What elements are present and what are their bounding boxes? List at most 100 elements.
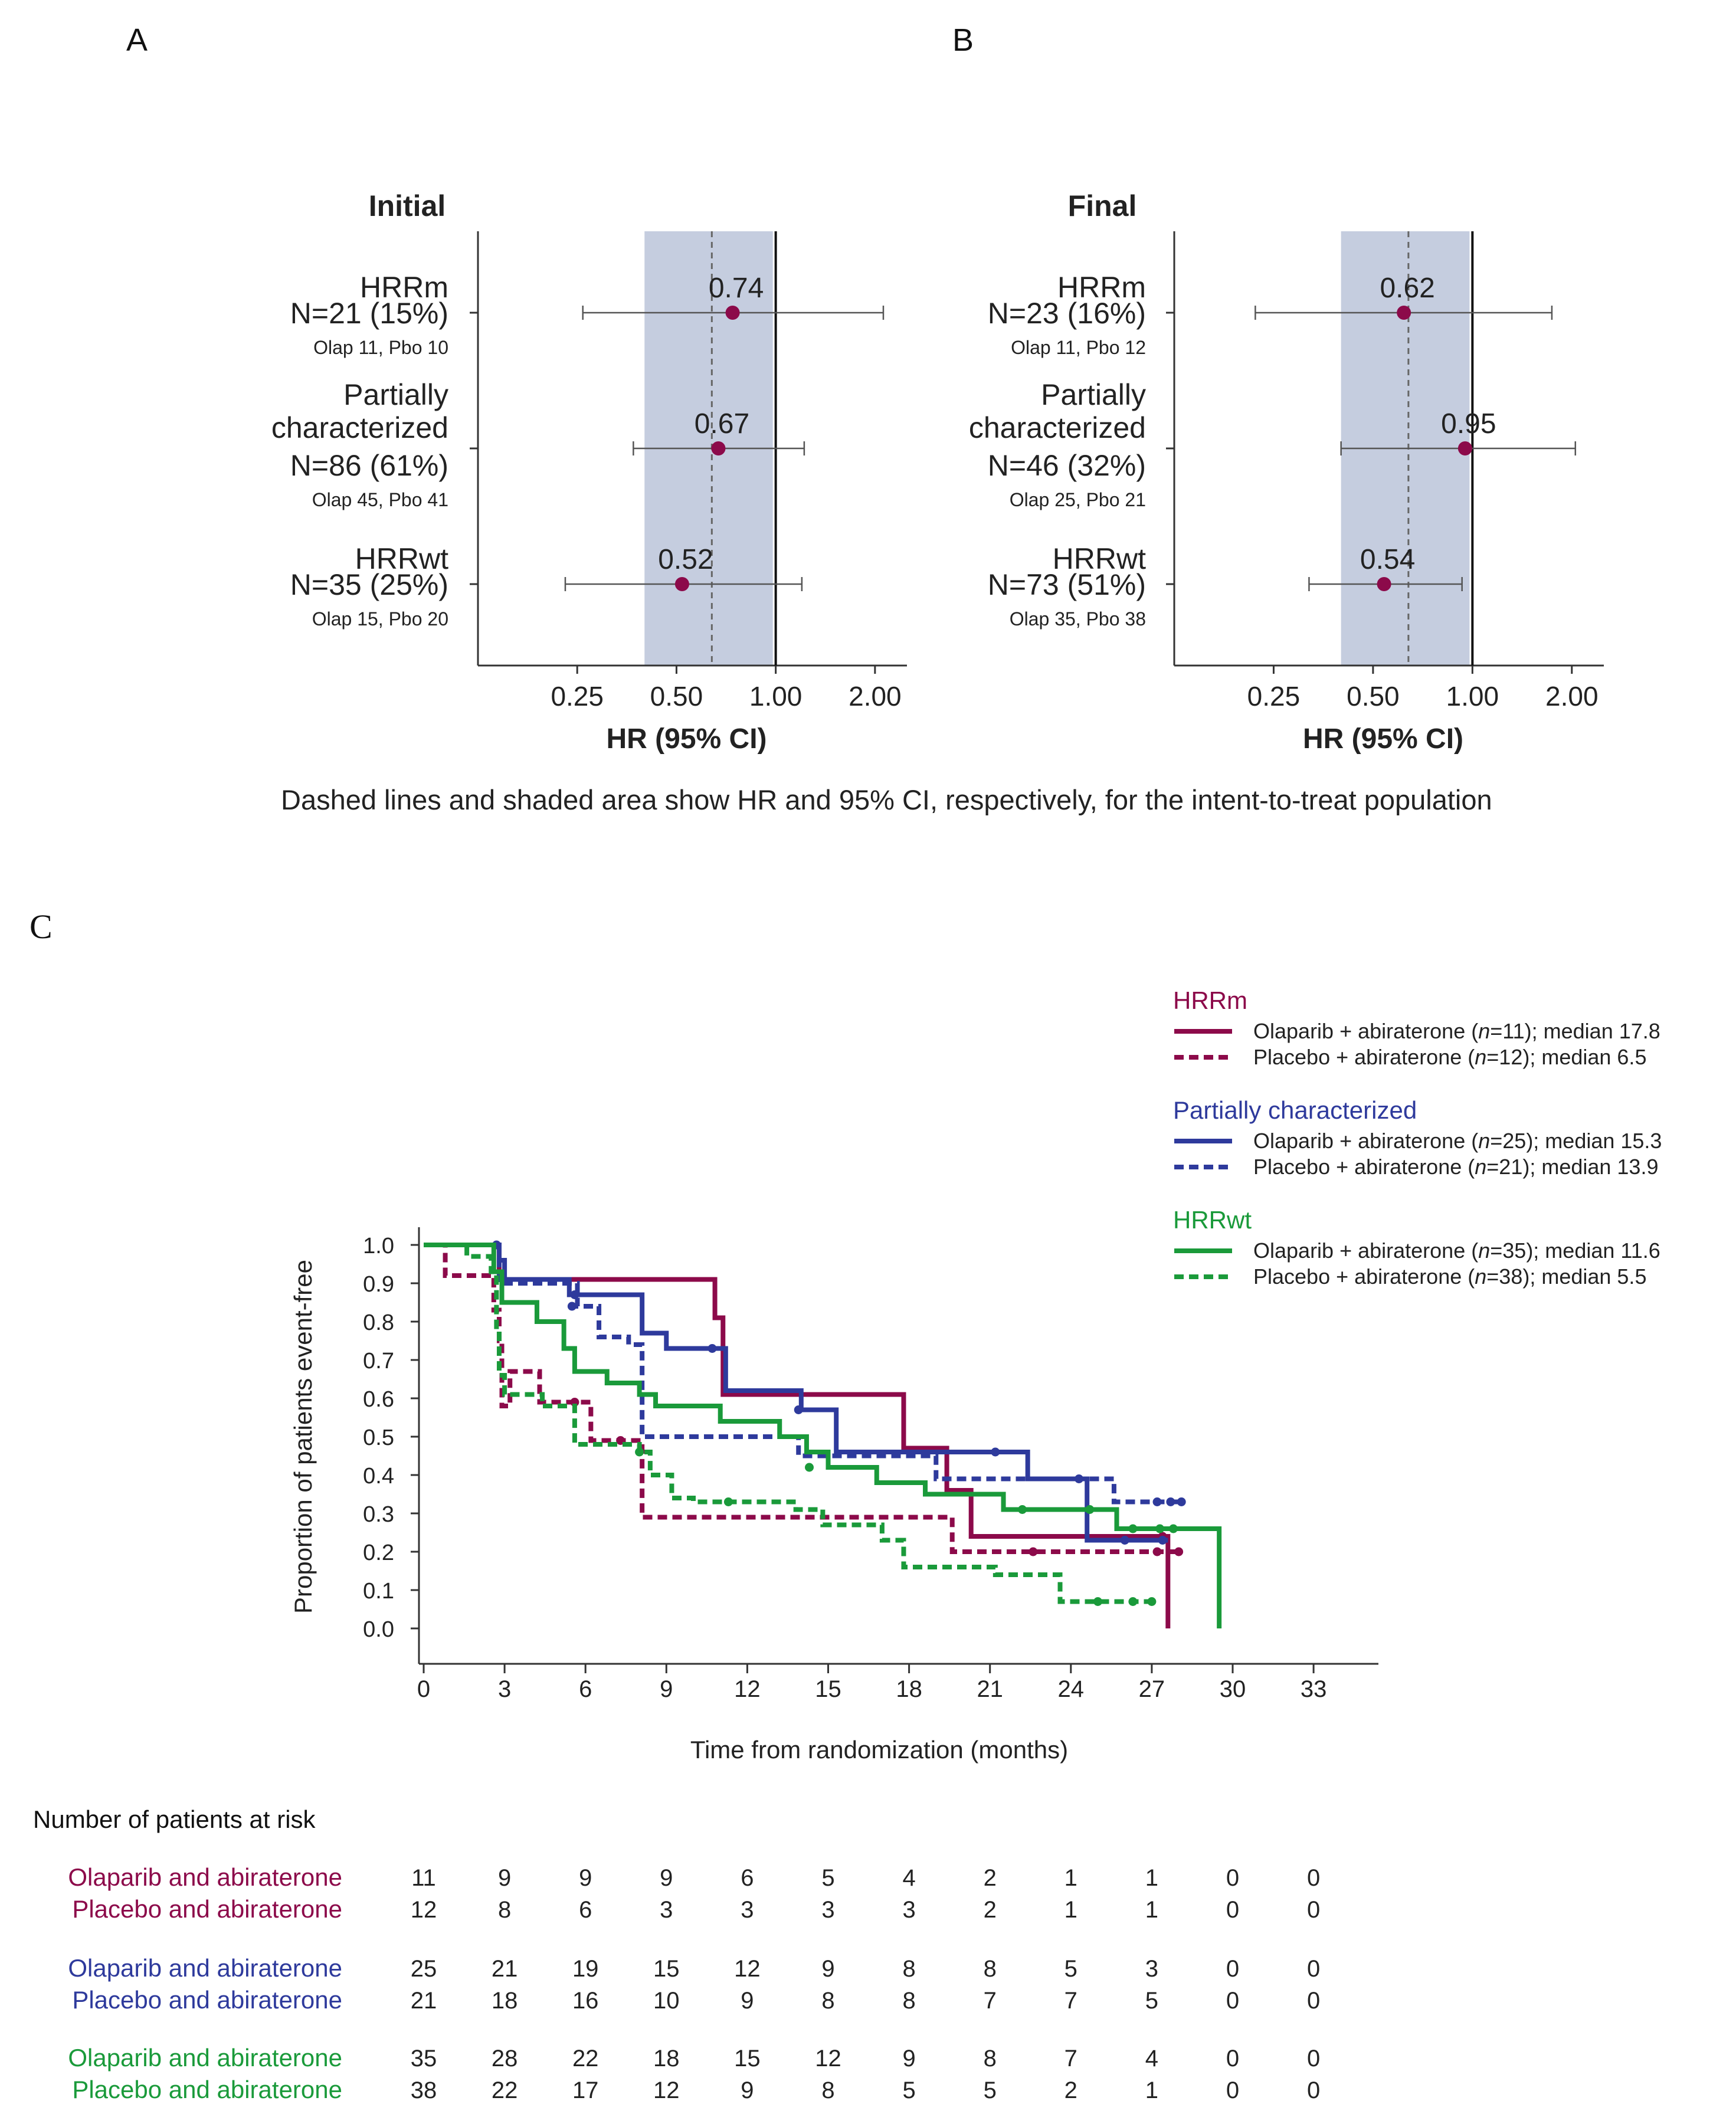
risk-row-label: Placebo and abiraterone [72, 1986, 342, 2014]
x-tick-label: 0.50 [1347, 681, 1400, 712]
row-label: characterized [969, 411, 1146, 444]
km-x-tick-label: 9 [660, 1676, 673, 1702]
risk-cell: 0 [1226, 2046, 1239, 2072]
risk-row-label: Olaparib and abiraterone [68, 1954, 342, 1982]
risk-cell: 0 [1226, 1865, 1239, 1891]
km-series-line [424, 1243, 1168, 1543]
risk-cell: 0 [1307, 2077, 1320, 2103]
hr-point [1457, 441, 1472, 455]
legend-entry-pre: Placebo + abiraterone ( [1253, 1045, 1475, 1069]
hr-value-label: 0.74 [709, 273, 764, 304]
km-censor-mark [1166, 1497, 1175, 1506]
risk-cell: 18 [653, 2046, 680, 2072]
forest-plot-initial: 0.25 0.50 1.00 2.00 HR (95% CI) Initial 0.74 HR… [271, 189, 907, 755]
hr-point [725, 306, 740, 320]
risk-cell: 12 [653, 2077, 680, 2103]
hr-value-label: 0.54 [1360, 544, 1415, 575]
km-x-tick-label: 27 [1139, 1676, 1165, 1702]
risk-cell: 9 [902, 2046, 915, 2072]
km-censor-mark [1177, 1497, 1186, 1506]
risk-cell: 9 [821, 1956, 834, 1982]
risk-cell: 3 [1145, 1956, 1158, 1982]
km-x-tick-label: 0 [417, 1676, 430, 1702]
km-censor-mark [794, 1405, 803, 1414]
legend-entry: Placebo + abiraterone (n=38); median 5.5 [1253, 1264, 1646, 1289]
legend-entry-n: n [1475, 1264, 1486, 1289]
km-y-tick-label: 0.5 [363, 1425, 394, 1450]
row-n: N=35 (25%) [290, 568, 448, 601]
row-sub: Olap 11, Pbo 12 [1011, 337, 1146, 358]
risk-cell: 6 [741, 1865, 754, 1891]
km-censor-mark [1174, 1547, 1184, 1556]
row-n: N=21 (15%) [290, 297, 448, 330]
legend-entry: Olaparib + abiraterone (n=35); median 11… [1253, 1238, 1660, 1263]
risk-cell: 0 [1307, 1865, 1320, 1891]
forest-title: Final [1068, 189, 1137, 222]
risk-cell: 10 [653, 1988, 680, 2014]
km-censor-mark [1128, 1597, 1138, 1606]
forest-footnote: Dashed lines and shaded area show HR and… [281, 784, 1492, 815]
km-censor-mark [723, 1497, 733, 1506]
risk-cell: 7 [984, 1988, 997, 2014]
legend-entry: Olaparib + abiraterone (n=25); median 15… [1253, 1129, 1662, 1153]
legend-entry-post: =21); median 13.9 [1486, 1155, 1658, 1179]
risk-cell: 8 [902, 1988, 915, 2014]
risk-cell: 4 [1145, 2046, 1158, 2072]
km-series-line [424, 1243, 1158, 1604]
risk-cell: 6 [579, 1897, 592, 1923]
risk-cell: 8 [984, 2046, 997, 2072]
km-x-tick-label: 30 [1220, 1676, 1246, 1702]
risk-cell: 2 [1064, 2077, 1077, 2103]
risk-cell: 8 [498, 1897, 511, 1923]
row-label: HRRm [1057, 271, 1146, 304]
legend-entry-pre: Olaparib + abiraterone ( [1253, 1129, 1478, 1153]
row-sub: Olap 35, Pbo 38 [1010, 608, 1146, 630]
risk-cell: 12 [411, 1897, 437, 1923]
risk-cell: 1 [1064, 1897, 1077, 1923]
km-censor-mark [1168, 1524, 1178, 1533]
risk-cell: 11 [411, 1865, 436, 1891]
panel-label-c: C [30, 907, 53, 946]
legend-group-title: HRRwt [1173, 1206, 1252, 1234]
row-label: HRRm [360, 271, 448, 304]
km-censor-mark [1158, 1536, 1167, 1545]
risk-cell: 5 [902, 2077, 915, 2103]
row-n: N=23 (16%) [988, 297, 1146, 330]
forest-title: Initial [369, 189, 446, 222]
km-censor-mark [1152, 1497, 1162, 1506]
forest-plot-final: 0.25 0.50 1.00 2.00 HR (95% CI) Final 0.62 HRRm… [969, 189, 1604, 755]
hr-value-label: 0.95 [1441, 408, 1496, 440]
x-tick-label: 1.00 [749, 681, 803, 712]
km-series-line [424, 1243, 1179, 1554]
risk-cell: 5 [984, 2077, 997, 2103]
risk-cell: 28 [492, 2046, 518, 2072]
risk-cell: 12 [734, 1956, 761, 1982]
row-label: HRRwt [355, 542, 448, 575]
risk-cell: 25 [411, 1956, 437, 1982]
legend-entry-post: =25); median 15.3 [1490, 1129, 1662, 1153]
risk-cell: 12 [815, 2046, 841, 2072]
risk-cell: 21 [411, 1988, 437, 2014]
risk-cell: 17 [572, 2077, 599, 2103]
km-x-tick-label: 6 [579, 1676, 592, 1702]
risk-cell: 0 [1226, 1988, 1239, 2014]
km-series-line [424, 1243, 1179, 1505]
km-y-tick-label: 1.0 [363, 1234, 394, 1258]
risk-cell: 18 [492, 1988, 518, 2014]
x-tick-label: 1.00 [1446, 681, 1499, 712]
x-axis-label: HR (95% CI) [1303, 723, 1463, 755]
risk-cell: 0 [1226, 1897, 1239, 1923]
legend-entry-post: =35); median 11.6 [1490, 1238, 1660, 1263]
risk-row-label: Placebo and abiraterone [72, 2076, 342, 2103]
risk-cell: 2 [984, 1865, 997, 1891]
row-sub: Olap 25, Pbo 21 [1010, 489, 1146, 510]
hr-point [711, 441, 726, 455]
hr-point [1377, 577, 1391, 591]
row-label: characterized [271, 411, 448, 444]
hr-value-label: 0.62 [1380, 273, 1434, 304]
legend-entry: Placebo + abiraterone (n=12); median 6.5 [1253, 1045, 1646, 1069]
row-label: Partially [1041, 378, 1146, 411]
km-censor-mark [635, 1447, 644, 1457]
km-x-tick-label: 21 [977, 1676, 1003, 1702]
